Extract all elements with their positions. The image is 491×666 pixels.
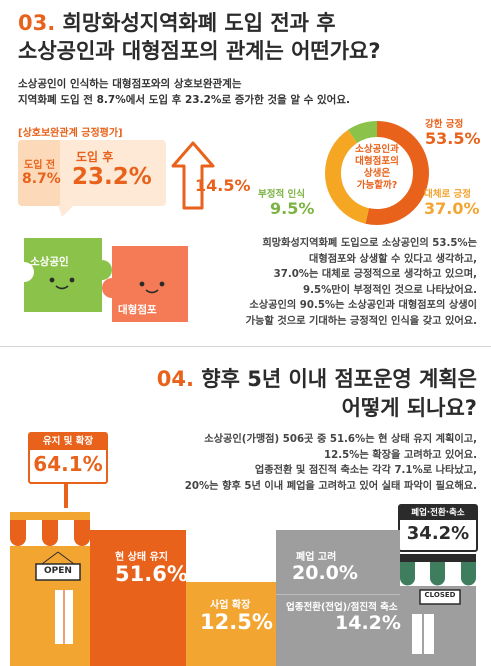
- close-convert-value: 34.2%: [406, 523, 470, 544]
- close-convert-sign: 폐업·전환·축소 34.2%: [398, 504, 478, 552]
- box-tail: [58, 205, 74, 217]
- comparison-box: 도입 전 8.7% 도입 후 23.2%: [18, 140, 166, 206]
- before-value: 8.7%: [22, 171, 61, 187]
- section4-title-number: 04.: [156, 367, 194, 391]
- increase-value: 14.5%: [195, 176, 251, 195]
- intro-line-2: 지역화폐 도입 전 8.7%에서 도입 후 23.2%로 증가한 것을 알 수 …: [18, 92, 350, 108]
- paragraph-line: 대형점포와 상생할 수 있다고 생각하고,: [308, 253, 477, 265]
- sign-post: [64, 482, 68, 508]
- strong-positive-label: 강한 긍정: [425, 119, 464, 130]
- donut-center-line: 대형점포의: [355, 156, 399, 167]
- bar-closure-value: 20.0%: [292, 562, 358, 584]
- moderate-positive-label: 대체로 긍정: [424, 189, 472, 200]
- negative-label: 부정적 인식: [258, 189, 306, 200]
- puzzle-orange-piece: [102, 246, 188, 322]
- section3-paragraph: 희망화성지역화폐 도입으로 소상공인의 53.5%는 대형점포와 상생할 수 있…: [177, 236, 477, 329]
- donut-center-line: 상생은: [363, 168, 391, 179]
- puzzle-left-label: 소상공인: [30, 256, 69, 268]
- section3-intro: 소상공인이 인식하는 대형점포와의 상호보완관계는 지역화폐 도입 전 8.7%…: [18, 76, 350, 108]
- bar-separator: [276, 594, 400, 595]
- paragraph-line: 20%는 향후 5년 이내 폐업을 고려하고 있어 실태 파악이 필요해요.: [184, 480, 477, 492]
- section4-paragraph: 소상공인(가맹점) 506곳 중 51.6%는 현 상태 유지 계획이고, 12…: [147, 432, 477, 494]
- section4-title-line2: 어떻게 되나요?: [341, 396, 477, 420]
- paragraph-line: 12.5%는 확장을 고려하고 있어요.: [324, 449, 477, 461]
- strong-positive-value: 53.5%: [425, 129, 481, 148]
- before-panel: [18, 140, 60, 206]
- donut-slice: [325, 121, 429, 225]
- after-value: 23.2%: [72, 164, 152, 190]
- intro-text-e: 로 증가한 것을 알 수 있어요.: [221, 94, 350, 106]
- donut-center-text: 소상공인과 대형점포의 상생은 가능할까?: [340, 144, 414, 192]
- open-sign: OPEN: [44, 566, 72, 576]
- puzzle-icon: [24, 238, 188, 322]
- after-label: 도입 후: [76, 150, 114, 164]
- bar-expand-value: 12.5%: [200, 610, 273, 634]
- paragraph-line: 소상공인(가맹점) 506곳 중 51.6%는 현 상태 유지 계획이고,: [204, 434, 477, 445]
- before-label: 도입 전: [24, 160, 56, 171]
- paragraph-line: 희망화성지역화폐 도입으로 소상공인의 53.5%는: [262, 238, 477, 249]
- bar-maintain-label: 현 상태 유지: [115, 552, 168, 563]
- intro-text-b: 8.7%: [96, 94, 126, 106]
- bar-convert-value: 14.2%: [335, 612, 401, 634]
- donut-chart: [325, 121, 429, 225]
- section3-title-line2: 소상공인과 대형점포의 관계는 어떤가요?: [18, 39, 381, 63]
- intro-text-d: 23.2%: [185, 94, 222, 106]
- intro-text-a: 지역화폐 도입 전: [18, 94, 97, 106]
- puzzle-right-label: 대형점포: [118, 304, 157, 316]
- paragraph-line: 가능할 것으로 기대하는 긍정적인 인식을 갖고 있어요.: [245, 315, 477, 327]
- donut-slice: [325, 121, 429, 225]
- close-convert-label: 폐업·전환·축소: [400, 506, 476, 520]
- section4-title-line1: 04. 향후 5년 이내 점포운영 계획은: [157, 364, 477, 394]
- section4-title-text: 향후 5년 이내 점포운영 계획은: [201, 367, 477, 391]
- paragraph-line: 업종전환 및 점진적 축소는 각각 7.1%로 나타났고,: [254, 465, 477, 476]
- bar-expand: [186, 582, 276, 666]
- bar-maintain-value: 51.6%: [115, 562, 188, 586]
- maintain-expand-sign: 유지 및 확장 64.1%: [28, 432, 108, 484]
- section3-title-text: 희망화성지역화폐 도입 전과 후: [62, 11, 336, 35]
- section3-title-number: 03.: [18, 11, 56, 35]
- increase-arrow-icon: [171, 141, 215, 210]
- intro-line-1: 소상공인이 인식하는 대형점포와의 상호보완관계는: [18, 78, 242, 90]
- section-divider: [0, 346, 491, 347]
- moderate-positive-value: 37.0%: [424, 199, 480, 218]
- puzzle-green-piece: [24, 238, 112, 312]
- bar-convert-label: 업종전환(전업)/점진적 축소: [286, 602, 398, 613]
- negative-value: 9.5%: [270, 199, 315, 218]
- donut-center-line: 소상공인과: [355, 144, 399, 155]
- paragraph-line: 소상공인의 90.5%는 소상공인과 대형점포의 상생이: [249, 300, 477, 311]
- bar-closure: [276, 530, 400, 666]
- intro-text-c: 에서 도입 후: [125, 94, 185, 106]
- paragraph-line: 9.5%만이 부정적인 것으로 나타났어요.: [303, 284, 477, 296]
- paragraph-line: 37.0%는 대체로 긍정적으로 생각하고 있으며,: [273, 269, 477, 280]
- closed-sign: CLOSED: [424, 591, 456, 599]
- evaluation-box-label: [상호보완관계 긍정평가]: [18, 128, 123, 139]
- maintain-expand-label: 유지 및 확장: [30, 434, 106, 450]
- bar-maintain: [90, 530, 186, 666]
- storefront: [10, 512, 476, 666]
- donut-center-line: 가능할까?: [356, 180, 398, 191]
- maintain-expand-value: 64.1%: [33, 452, 103, 476]
- section3-title-line1: 03. 희망화성지역화폐 도입 전과 후: [18, 8, 336, 38]
- bar-expand-label: 사업 확장: [210, 600, 251, 611]
- bar-closure-label: 폐업 고려: [296, 552, 337, 563]
